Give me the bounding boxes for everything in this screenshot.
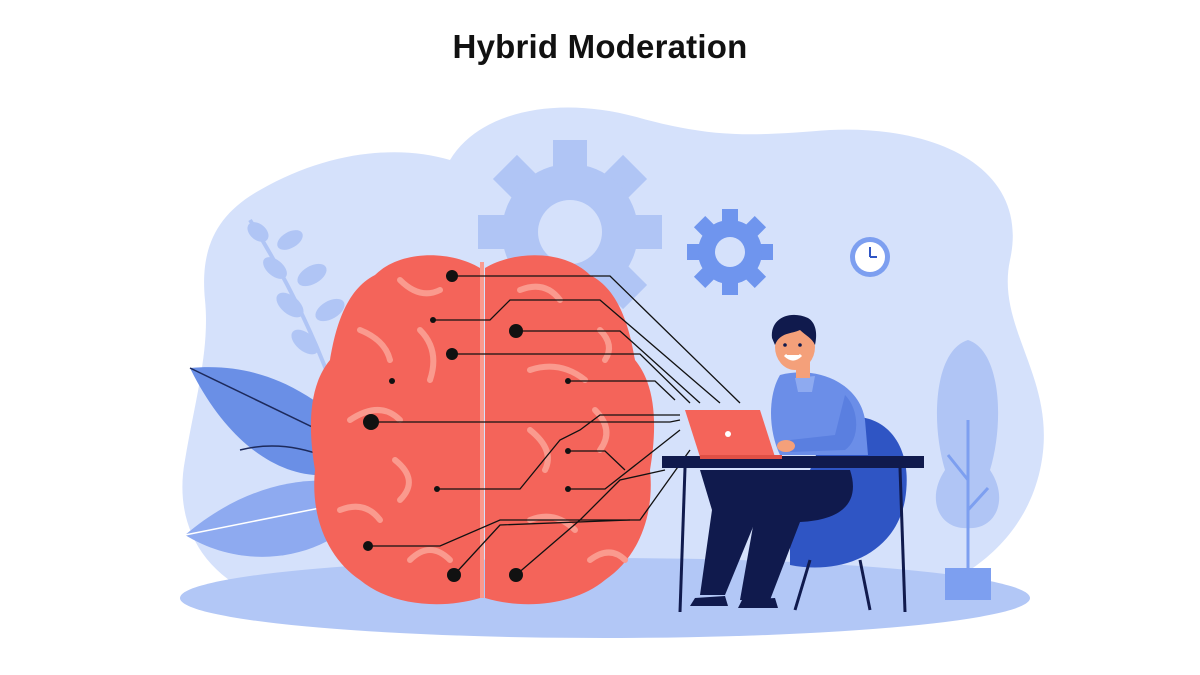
circuit-lines (368, 275, 741, 576)
brain-icon (310, 255, 655, 605)
clock-icon (850, 237, 890, 277)
laptop-icon (685, 410, 782, 459)
person (690, 314, 868, 608)
page-title: Hybrid Moderation (452, 28, 748, 65)
leaf-icon (247, 218, 345, 381)
plant-icon (935, 340, 1000, 600)
gear-icon (687, 209, 773, 295)
circuit-nodes (363, 270, 571, 582)
